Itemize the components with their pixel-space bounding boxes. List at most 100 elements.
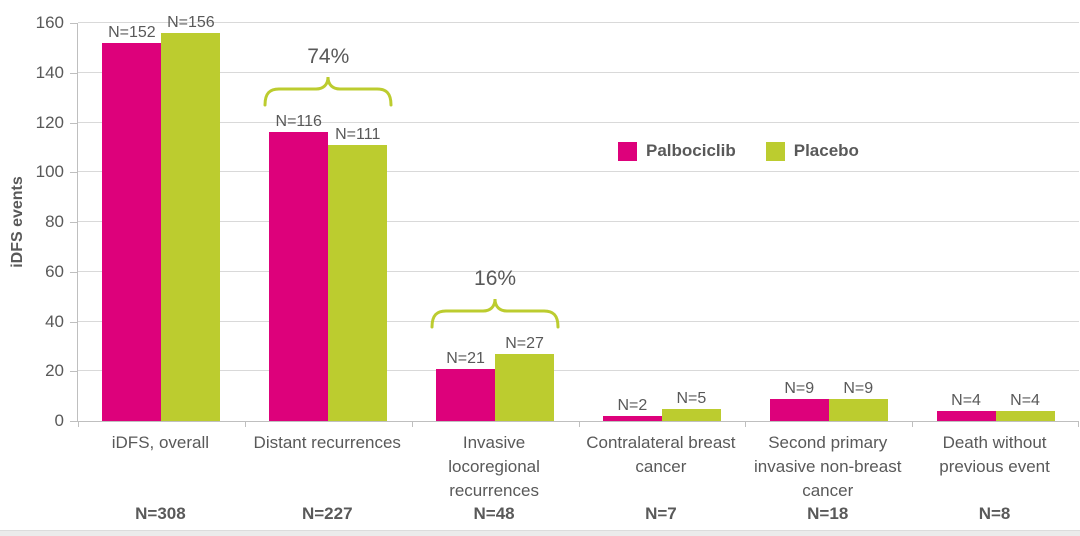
bar-wrap: N=21 [436,349,496,421]
brace-icon [429,295,561,329]
bar-pair: N=152 N=156 [78,14,245,421]
y-tick-mark [70,72,77,74]
legend: Palbociclib Placebo [618,141,859,161]
y-tick-label: 60 [45,261,64,281]
bar-pair: N=116 N=111 [245,23,412,421]
y-tick-label: 80 [45,212,64,231]
legend-swatch-palbociclib [618,141,637,161]
bar-wrap: N=9 [828,379,888,421]
bar-wrap: N=111 [328,125,388,421]
bar-value-label: N=4 [951,392,981,410]
category-total: N=227 [301,504,353,523]
plot-area: N=152 N=156 N=116 N=111 74% N=21 N=27 16% N=2 N=5… [77,14,1079,427]
gridline [78,121,1079,123]
bar-value-label: N=9 [843,379,874,397]
category-label: Invasive locoregional recurrences [448,433,540,500]
x-axis-labels: iDFS, overall Distant recurrences Invasive… [77,431,1078,503]
y-tick-mark [70,271,77,273]
bar-palbociclib [769,398,829,421]
gridline [78,71,1079,73]
bar-palbociclib [602,416,662,421]
gridline [78,270,1079,272]
category-total: N=308 [135,504,186,523]
bar-group: N=116 N=111 74% [245,23,412,421]
bar-value-label: N=156 [167,13,215,31]
bar-pair: N=21 N=27 [412,23,579,421]
x-tick-mark [912,421,914,427]
bar-palbociclib [436,368,496,421]
bar-placebo [661,408,721,421]
legend-label-palbociclib: Palbociclib [646,141,736,160]
gridline [78,320,1079,322]
bar-wrap: N=152 [102,23,162,421]
bar-wrap: N=9 [769,379,829,421]
bar-value-label: N=116 [275,113,322,131]
x-tick-mark [745,421,747,427]
y-tick-label: 20 [45,361,64,381]
category-total: N=7 [645,504,677,523]
bar-palbociclib [269,132,329,421]
category-total: N=48 [473,504,515,523]
category-label: Second primary invasive non-breast cance… [754,433,902,500]
bar-value-label: N=2 [617,397,648,415]
y-tick-label: 120 [35,112,64,132]
y-tick-label: 140 [35,62,64,82]
bar-wrap: N=5 [661,389,721,421]
y-tick-mark [70,321,77,323]
bar-wrap: N=27 [495,334,555,421]
bar-pair: N=2 N=5 [579,23,746,421]
bar-value-label: N=5 [676,389,707,407]
bar-wrap: N=4 [995,391,1055,421]
bar-wrap: N=116 [269,112,329,421]
y-tick-label: 160 [35,13,64,32]
category-label: Death without previous event [939,433,1050,476]
category-total: N=8 [978,504,1011,523]
category-total: N=18 [807,504,849,523]
x-tick-mark [244,421,246,427]
gridline [78,171,1079,173]
bar-value-label: N=152 [108,23,156,41]
y-tick-mark [70,421,77,422]
bar-wrap: N=156 [161,13,221,421]
y-tick-label: 100 [35,162,64,182]
x-tick-mark [1078,421,1079,427]
bar-value-label: N=111 [335,125,381,143]
category-label: Distant recurrences [253,433,401,452]
bar-wrap: N=2 [602,396,662,421]
y-tick-mark [70,172,77,174]
y-tick-label: 0 [54,411,64,430]
bar-placebo [495,353,555,421]
x-tick-mark [578,421,580,427]
bar-group: N=9 N=9 [745,23,912,421]
gridline [78,221,1079,222]
bar-placebo [328,144,388,421]
annotation-percent: 74% [307,45,350,69]
x-tick-mark [411,421,413,427]
bar-group: N=21 N=27 16% [412,23,579,421]
bar-placebo [828,398,888,421]
x-tick-mark [78,421,79,427]
bar-placebo [161,32,221,421]
category-label: Contralateral breast cancer [586,433,736,476]
bar-palbociclib [102,42,162,421]
y-tick-mark [70,371,77,373]
bar-group: N=152 N=156 [78,14,245,421]
category-label: iDFS, overall [111,433,210,452]
bar-group: N=2 N=5 [579,23,746,421]
brace-icon [262,73,394,107]
bar-value-label: N=27 [505,334,544,352]
legend-swatch-placebo [765,141,785,161]
bar-group: N=4 N=4 [912,23,1079,421]
gridline [78,370,1079,372]
y-tick-mark [70,122,77,124]
legend-label-placebo: Placebo [793,141,859,160]
bar-pair: N=4 N=4 [912,23,1079,421]
bottom-strip [0,530,1080,536]
y-tick-mark [70,222,77,223]
bar-value-label: N=9 [784,379,815,397]
y-tick-label: 40 [45,311,64,331]
annotation-percent: 16% [474,266,517,290]
y-tick-mark [70,23,77,24]
bar-wrap: N=4 [936,391,996,421]
